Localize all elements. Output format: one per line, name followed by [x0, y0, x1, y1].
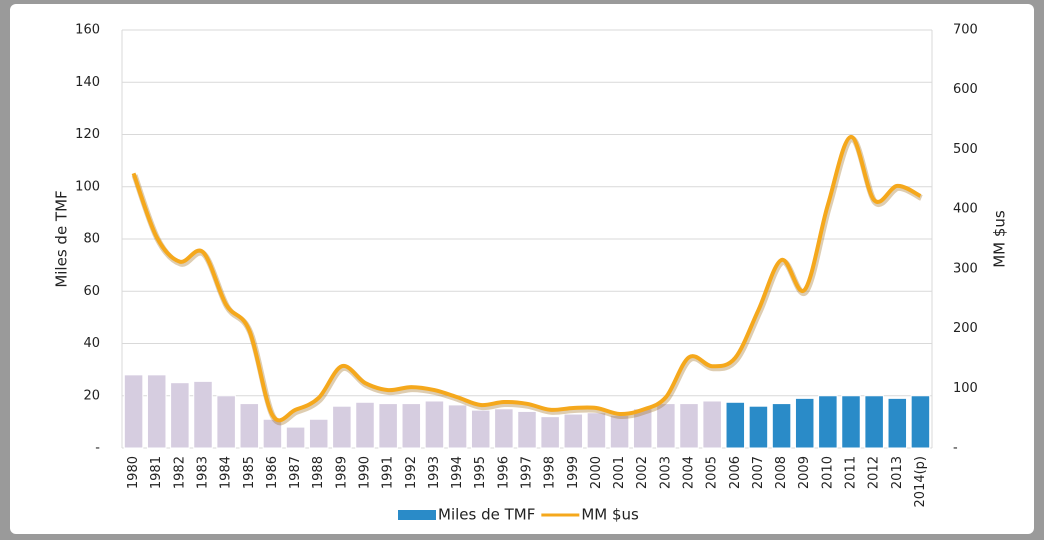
- x-tick-label: 1983: [196, 456, 211, 489]
- line-shadow: [131, 135, 923, 426]
- bar: [401, 403, 422, 449]
- bar: [702, 400, 722, 449]
- bar: [748, 405, 769, 449]
- x-tick-label: 2008: [774, 456, 789, 489]
- x-tick-label: 1991: [381, 456, 396, 489]
- y2-tick-label: -: [953, 441, 958, 456]
- x-tick-label: 1999: [566, 456, 581, 489]
- bar: [586, 412, 607, 449]
- x-tick-label: 2009: [797, 456, 812, 489]
- x-tick-label: 2003: [658, 456, 673, 489]
- x-tick-label: 1992: [404, 456, 419, 489]
- bar: [332, 405, 352, 449]
- y2-tick-label: 100: [953, 381, 978, 396]
- x-tick-label: 1995: [473, 456, 488, 489]
- x-tick-label: 2007: [751, 456, 766, 489]
- y-tick-label: 80: [83, 232, 100, 247]
- y2-tick-label: 700: [953, 23, 978, 38]
- y-tick-label: 40: [83, 336, 100, 351]
- x-tick-label: 1996: [496, 456, 511, 489]
- x-tick-label: 2013: [890, 456, 905, 489]
- bar: [818, 395, 838, 449]
- x-tick-label: 1985: [242, 456, 257, 489]
- y-tick-label: 160: [75, 23, 100, 38]
- bar: [656, 403, 676, 449]
- line: [131, 134, 922, 423]
- x-tick-label: 2010: [820, 456, 835, 489]
- y2-axis-label: MM $us: [991, 210, 1009, 268]
- x-tick-label: 2014(p): [913, 456, 928, 507]
- bar: [285, 426, 306, 449]
- y-tick-label: -: [95, 441, 100, 456]
- x-tick-label: 1981: [149, 456, 164, 489]
- bar: [887, 397, 908, 449]
- bar: [725, 401, 746, 449]
- bar: [424, 400, 445, 449]
- bar: [910, 395, 931, 449]
- y-tick-label: 60: [83, 284, 100, 299]
- y-tick-label: 120: [75, 127, 100, 142]
- bar: [864, 395, 884, 449]
- x-tick-label: 1988: [311, 456, 326, 489]
- bar: [193, 380, 213, 449]
- bar: [216, 395, 236, 449]
- bar: [170, 382, 190, 449]
- x-tick-label: 1980: [126, 456, 141, 489]
- bar: [841, 395, 861, 449]
- y-axis-label: Miles de TMF: [53, 190, 71, 287]
- bar: [378, 403, 398, 449]
- x-tick-label: 2000: [589, 456, 604, 489]
- y-tick-label: 20: [83, 388, 100, 403]
- bar: [262, 418, 283, 449]
- bar: [771, 403, 792, 449]
- bar: [123, 374, 144, 449]
- x-tick-label: 1997: [520, 456, 535, 489]
- bar: [609, 414, 630, 449]
- bar: [239, 403, 260, 449]
- bar: [679, 403, 699, 449]
- bar: [146, 374, 167, 449]
- y2-tick-label: 200: [953, 321, 978, 336]
- x-tick-label: 1986: [265, 456, 280, 489]
- bar: [308, 418, 329, 449]
- x-tick-label: 2004: [682, 456, 697, 489]
- bar: [355, 401, 375, 449]
- y2-tick-label: 500: [953, 142, 978, 157]
- x-tick-label: 1998: [543, 456, 558, 489]
- x-tick-label: 2002: [635, 456, 650, 489]
- bar: [563, 413, 584, 449]
- legend-label: MM $us: [581, 506, 639, 524]
- bar: [447, 404, 468, 449]
- x-tick-label: 2012: [867, 456, 882, 489]
- x-tick-label: 2011: [844, 456, 859, 489]
- y2-tick-label: 400: [953, 202, 978, 217]
- x-tick-label: 1994: [450, 456, 465, 489]
- x-tick-label: 2001: [612, 456, 627, 489]
- legend-label: Miles de TMF: [438, 506, 535, 524]
- x-tick-label: 2005: [705, 456, 720, 489]
- x-tick-label: 1993: [427, 456, 442, 489]
- y2-tick-label: 600: [953, 82, 978, 97]
- y-tick-label: 140: [75, 75, 100, 90]
- x-tick-label: 1987: [288, 456, 303, 489]
- x-tick-label: 2006: [728, 456, 743, 489]
- bar: [470, 409, 491, 449]
- x-tick-label: 1989: [334, 456, 349, 489]
- y2-tick-label: 300: [953, 261, 978, 276]
- y-tick-label: 100: [75, 179, 100, 194]
- x-tick-label: 1982: [172, 456, 187, 489]
- bar: [540, 416, 560, 449]
- x-tick-label: 1990: [358, 456, 373, 489]
- bar: [517, 410, 537, 449]
- bar: [494, 408, 514, 449]
- legend-swatch: [398, 510, 436, 520]
- x-tick-label: 1984: [219, 456, 234, 489]
- bar: [794, 397, 815, 449]
